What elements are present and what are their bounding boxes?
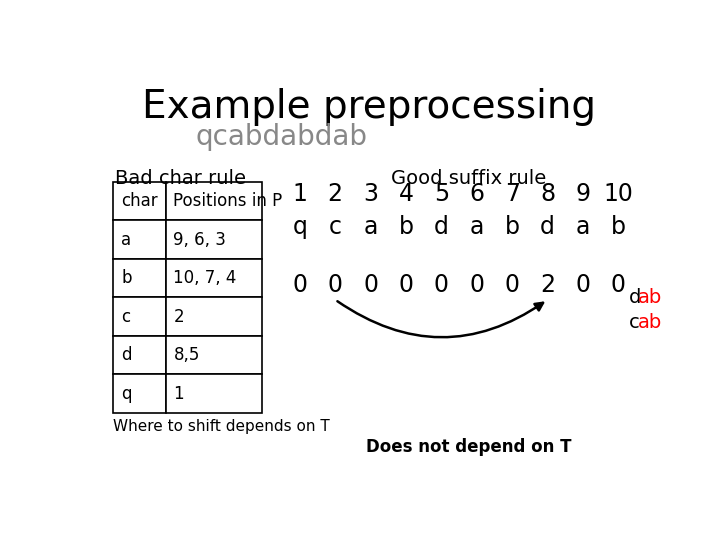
Text: c: c [629,313,640,332]
Bar [166,182,262,220]
Text: d: d [121,346,132,364]
Text: char: char [121,192,158,210]
Text: 5: 5 [433,182,449,206]
Text: d: d [540,215,555,239]
Text: 2: 2 [174,308,184,326]
Bar [113,374,166,413]
Text: 6: 6 [469,182,485,206]
Text: a: a [576,215,590,239]
Bar [166,298,262,336]
Bar [113,182,166,220]
Text: 1: 1 [174,384,184,403]
Text: 10, 7, 4: 10, 7, 4 [174,269,237,287]
Bar [166,220,262,259]
Text: d: d [434,215,449,239]
Text: 0: 0 [469,273,485,296]
Text: ab: ab [639,313,662,332]
Text: 0: 0 [363,273,378,296]
Text: Good suffix rule: Good suffix rule [392,168,546,188]
Bar [166,259,262,298]
Text: 2: 2 [328,182,343,206]
Bar [166,336,262,374]
Bar [166,374,262,413]
Text: 0: 0 [328,273,343,296]
Text: 0: 0 [398,273,413,296]
Text: b: b [121,269,132,287]
Text: 4: 4 [398,182,413,206]
Text: b: b [611,215,626,239]
Text: c: c [121,308,130,326]
Text: q: q [292,215,307,239]
Text: 3: 3 [363,182,378,206]
Text: a: a [121,231,131,248]
Text: 7: 7 [505,182,520,206]
Text: b: b [505,215,520,239]
Text: b: b [398,215,413,239]
Text: 8,5: 8,5 [174,346,199,364]
Text: ab: ab [639,288,662,307]
Text: Bad char rule: Bad char rule [115,168,246,188]
Text: 1: 1 [292,182,307,206]
Text: 0: 0 [505,273,520,296]
Bar [113,298,166,336]
Text: q: q [121,384,132,403]
Text: 9: 9 [575,182,590,206]
Text: d: d [629,288,642,307]
Text: 2: 2 [540,273,555,296]
Text: Positions in P: Positions in P [174,192,283,210]
Text: a: a [469,215,484,239]
Text: Where to shift depends on T: Where to shift depends on T [113,419,330,434]
Text: 0: 0 [434,273,449,296]
Bar [113,336,166,374]
Text: 8: 8 [540,182,555,206]
Text: 0: 0 [611,273,626,296]
Text: 0: 0 [575,273,590,296]
Text: qcabdabdab: qcabdabdab [196,123,368,151]
Bar [113,259,166,298]
Text: 9, 6, 3: 9, 6, 3 [174,231,226,248]
Text: 0: 0 [292,273,307,296]
Text: 10: 10 [603,182,634,206]
Text: Does not depend on T: Does not depend on T [366,438,572,456]
Text: a: a [364,215,378,239]
Text: Example preprocessing: Example preprocessing [142,88,596,126]
Bar [113,220,166,259]
Text: c: c [328,215,341,239]
